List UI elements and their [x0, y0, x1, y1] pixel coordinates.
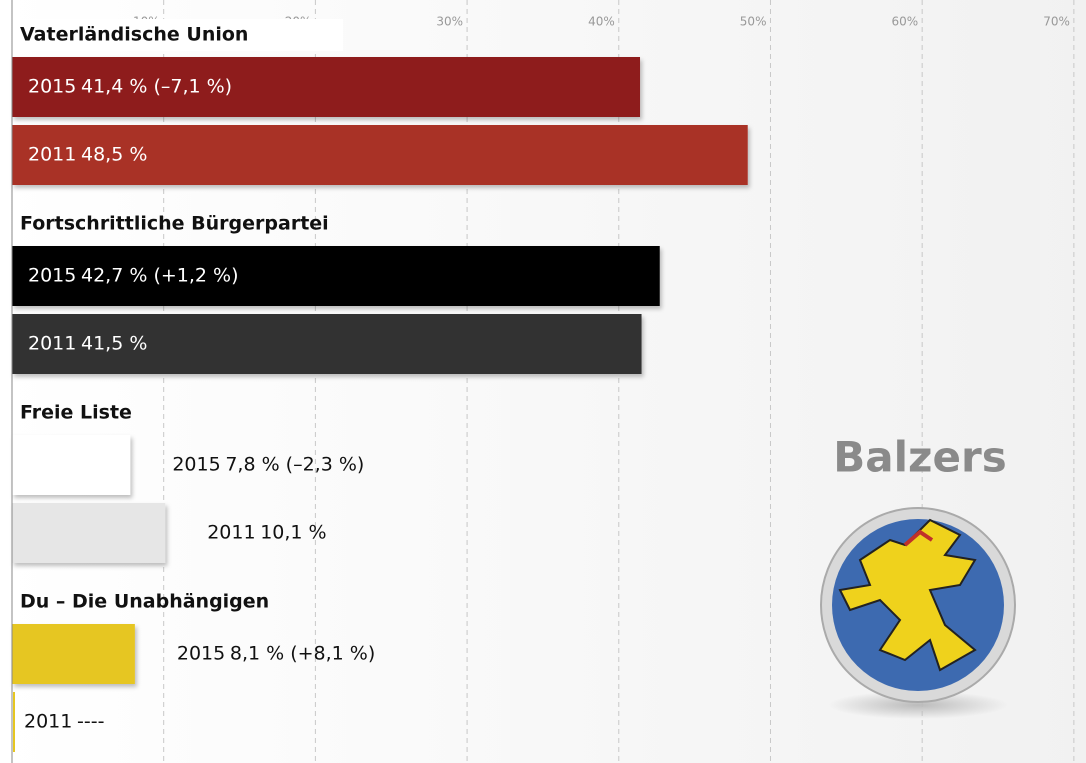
group-label: Freie Liste — [20, 402, 132, 424]
group-label: Du – Die Unabhängigen — [20, 591, 269, 613]
group-label: Vaterländische Union — [20, 24, 248, 46]
value-label: 48,5 % — [81, 144, 147, 166]
value-label: 7,8 % (–2,3 %) — [225, 454, 364, 476]
bar — [12, 435, 130, 495]
bar-year: 2011 — [24, 711, 72, 733]
group-label: Fortschrittliche Bürgerpartei — [20, 213, 329, 235]
bar-year: 2015 — [28, 76, 76, 98]
value-label: 10,1 % — [260, 522, 326, 544]
value-label: 8,1 % (+8,1 %) — [230, 643, 375, 665]
x-tick-label: 70% — [1043, 15, 1070, 29]
bar-year: 2015 — [177, 643, 225, 665]
x-tick-label: 30% — [436, 15, 463, 29]
value-label: 42,7 % (+1,2 %) — [81, 265, 239, 287]
x-tick-label: 60% — [891, 15, 918, 29]
bar-year: 2011 — [28, 333, 76, 355]
bar — [12, 624, 135, 684]
value-label: ---- — [77, 711, 104, 733]
place-name: Balzers — [833, 433, 1006, 482]
bar-year: 2015 — [172, 454, 220, 476]
x-tick-label: 40% — [588, 15, 615, 29]
chart: 10%20%30%40%50%60%70% Vaterländische Uni… — [0, 0, 1086, 763]
value-label: 41,5 % — [81, 333, 147, 355]
bar-year: 2015 — [28, 265, 76, 287]
bar — [12, 503, 165, 563]
bar-year: 2011 — [207, 522, 255, 544]
bar-year: 2011 — [28, 144, 76, 166]
x-tick-label: 50% — [740, 15, 767, 29]
value-label: 41,4 % (–7,1 %) — [81, 76, 232, 98]
